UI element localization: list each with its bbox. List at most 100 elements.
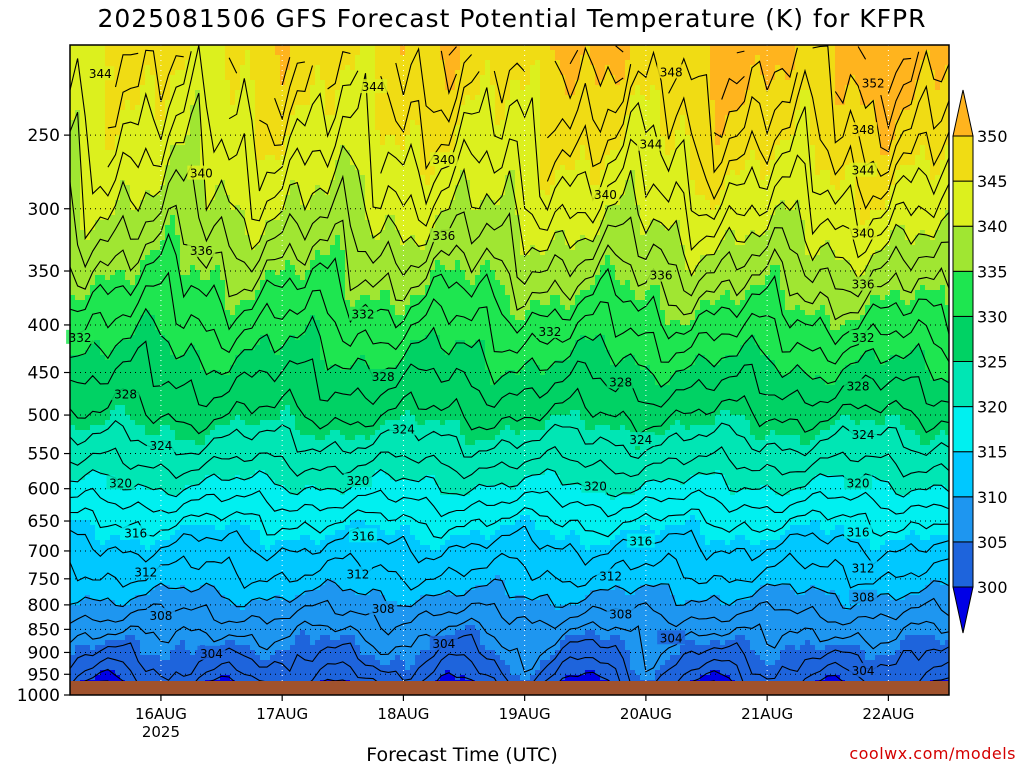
field-cell [155,655,161,661]
field-cell [205,270,211,276]
field-cell [70,300,76,306]
field-cell [175,370,181,376]
field-cell [180,570,186,576]
field-cell [260,265,266,271]
field-cell [210,495,216,501]
field-cell [170,110,176,116]
field-cell [200,505,206,511]
field-cell [215,45,221,51]
field-cell [170,275,176,281]
field-cell [245,45,251,51]
field-cell [115,85,121,91]
field-cell [155,65,161,71]
field-cell [160,220,166,226]
field-cell [160,525,166,531]
field-cell [105,290,111,296]
field-cell [115,525,121,531]
field-cell [215,150,221,156]
field-cell [100,325,106,331]
field-cell [245,240,251,246]
field-cell [85,535,91,541]
field-cell [250,665,256,671]
field-cell [220,115,226,121]
field-cell [130,240,136,246]
field-cell [80,405,86,411]
field-cell [195,395,201,401]
field-cell [235,45,241,51]
field-cell [80,505,86,511]
field-cell [115,410,121,416]
field-cell [125,460,131,466]
field-cell [115,610,121,616]
field-cell [160,320,166,326]
field-cell [205,80,211,86]
field-cell [220,565,226,571]
field-cell [190,185,196,191]
field-cell [190,140,196,146]
field-cell [195,570,201,576]
field-cell [180,260,186,266]
field-cell [205,500,211,506]
field-cell [195,455,201,461]
field-cell [220,505,226,511]
field-cell [225,515,231,521]
field-cell [175,360,181,366]
field-cell [155,275,161,281]
field-cell [70,390,76,396]
field-cell [180,175,186,181]
field-cell [115,430,121,436]
field-cell [140,310,146,316]
field-cell [140,555,146,561]
field-cell [140,560,146,566]
field-cell [170,580,176,586]
field-cell [205,590,211,596]
field-cell [70,520,76,526]
field-cell [130,280,136,286]
field-cell [85,415,91,421]
field-cell [230,425,236,431]
field-cell [125,635,131,641]
field-cell [75,375,81,381]
field-cell [130,275,136,281]
field-cell [225,645,231,651]
field-cell [130,440,136,446]
field-cell [250,185,256,191]
field-cell [165,350,171,356]
field-cell [255,275,261,281]
field-cell [245,70,251,76]
field-cell [120,275,126,281]
field-cell [130,135,136,141]
field-cell [105,375,111,381]
field-cell [175,380,181,386]
field-cell [150,490,156,496]
field-cell [200,485,206,491]
field-cell [200,660,206,666]
field-cell [240,585,246,591]
field-cell [150,660,156,666]
field-cell [255,165,261,171]
field-cell [205,665,211,671]
field-cell [185,530,191,536]
field-cell [255,370,261,376]
field-cell [120,125,126,131]
field-cell [95,610,101,616]
field-cell [75,395,81,401]
field-cell [125,570,131,576]
field-cell [230,150,236,156]
field-cell [175,220,181,226]
field-cell [235,170,241,176]
field-cell [235,135,241,141]
field-cell [85,505,91,511]
field-cell [220,445,226,451]
field-cell [100,120,106,126]
field-cell [125,295,131,301]
field-cell [105,640,111,646]
field-cell [235,600,241,606]
field-cell [115,200,121,206]
field-cell [100,190,106,196]
field-cell [255,415,261,421]
field-cell [145,180,151,186]
field-cell [180,395,186,401]
field-cell [115,365,121,371]
field-cell [225,505,231,511]
